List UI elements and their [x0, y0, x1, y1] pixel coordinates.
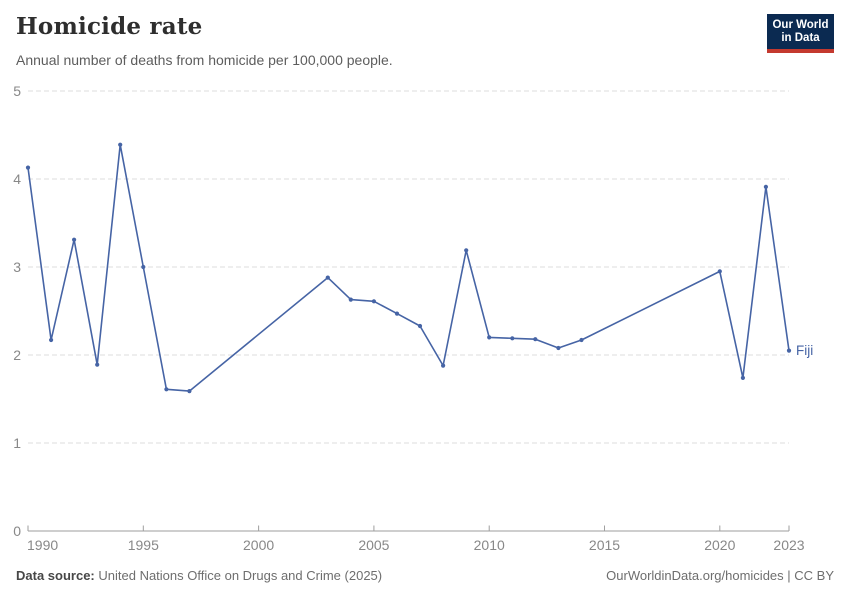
x-tick-label-2010: 2010 [474, 537, 505, 553]
x-tick-label-1990: 1990 [27, 537, 58, 553]
data-point-1990 [25, 165, 31, 170]
data-point-2014 [579, 337, 584, 343]
data-point-1995 [141, 264, 146, 270]
data-point-2013 [556, 345, 561, 351]
data-point-2005 [371, 299, 376, 304]
data-point-1993 [95, 362, 100, 367]
x-tick-label-2020: 2020 [704, 537, 735, 553]
data-point-2009 [464, 248, 469, 253]
data-point-1996 [164, 387, 169, 392]
chart-subtitle: Annual number of deaths from homicide pe… [16, 52, 393, 68]
credit-link[interactable]: OurWorldinData.org/homicides | CC BY [606, 568, 834, 583]
owid-logo-line1: Our World [772, 19, 829, 31]
data-point-1991 [49, 337, 54, 343]
x-tick-label-2023: 2023 [773, 537, 804, 553]
x-tick-label-2000: 2000 [243, 537, 274, 553]
data-point-2007 [417, 323, 423, 329]
series-line-fiji [27, 143, 790, 392]
data-point-2004 [348, 297, 353, 302]
data-point-1992 [72, 237, 77, 242]
y-tick-label-0: 0 [13, 523, 21, 539]
y-tick-label-3: 3 [13, 259, 21, 275]
data-point-2023 [786, 348, 792, 353]
data-point-2008 [441, 363, 446, 368]
data-source-label: Data source: [16, 568, 95, 583]
x-tick-label-2005: 2005 [358, 537, 389, 553]
y-tick-label-2: 2 [13, 347, 21, 363]
owid-logo[interactable]: Our World in Data [767, 14, 834, 53]
series-end-label[interactable]: Fiji [796, 343, 813, 358]
data-point-2011 [510, 336, 515, 341]
data-source-text: United Nations Office on Drugs and Crime… [98, 568, 383, 583]
y-tick-label-5: 5 [13, 83, 21, 99]
page-title: Homicide rate [16, 13, 203, 40]
x-tick-label-1995: 1995 [128, 537, 159, 553]
data-source: Data source: United Nations Office on Dr… [16, 568, 382, 583]
owid-logo-line2: in Data [781, 32, 820, 44]
data-point-2012 [533, 337, 538, 342]
data-point-2006 [394, 311, 400, 316]
data-point-2021 [740, 375, 746, 380]
x-tick-label-2015: 2015 [589, 537, 620, 553]
data-point-2022 [763, 184, 769, 189]
data-point-1997 [187, 389, 192, 394]
data-point-1994 [118, 142, 123, 147]
data-point-2003 [325, 275, 330, 280]
y-tick-label-1: 1 [13, 435, 21, 451]
y-tick-label-4: 4 [13, 171, 21, 187]
data-point-2010 [487, 335, 492, 340]
data-point-2020 [717, 269, 722, 274]
